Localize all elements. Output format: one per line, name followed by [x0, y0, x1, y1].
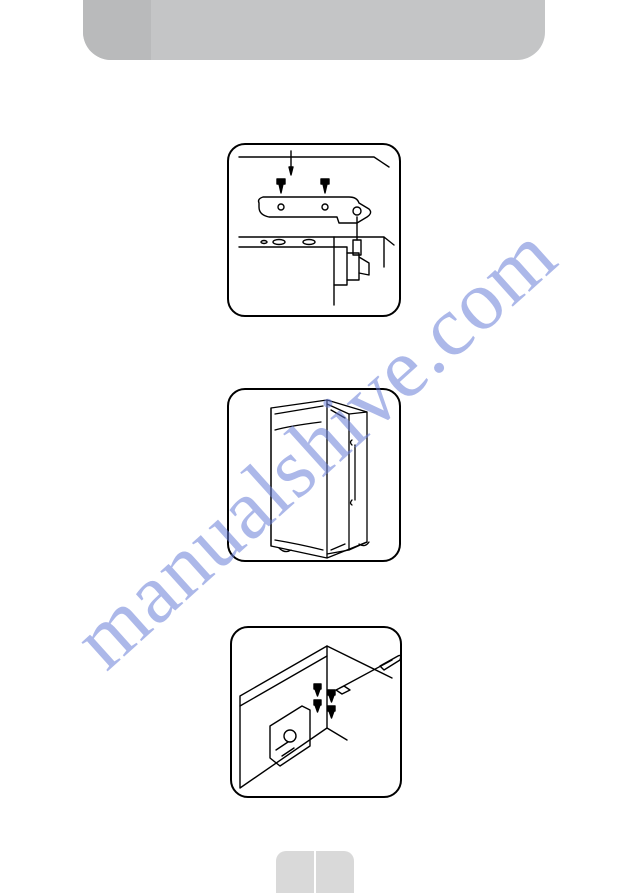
diagram-step-3 [230, 626, 402, 798]
footer-tab-right [316, 851, 354, 893]
footer-tabs [276, 851, 354, 893]
fridge-cabinet-icon [229, 390, 403, 564]
hinge-bottom-icon [232, 628, 404, 800]
footer-tab-left [276, 851, 314, 893]
hinge-top-icon [229, 145, 403, 319]
diagram-step-2 [227, 388, 401, 562]
diagram-step-1 [227, 143, 401, 317]
header-bar [83, 0, 545, 60]
header-tab [83, 0, 151, 60]
